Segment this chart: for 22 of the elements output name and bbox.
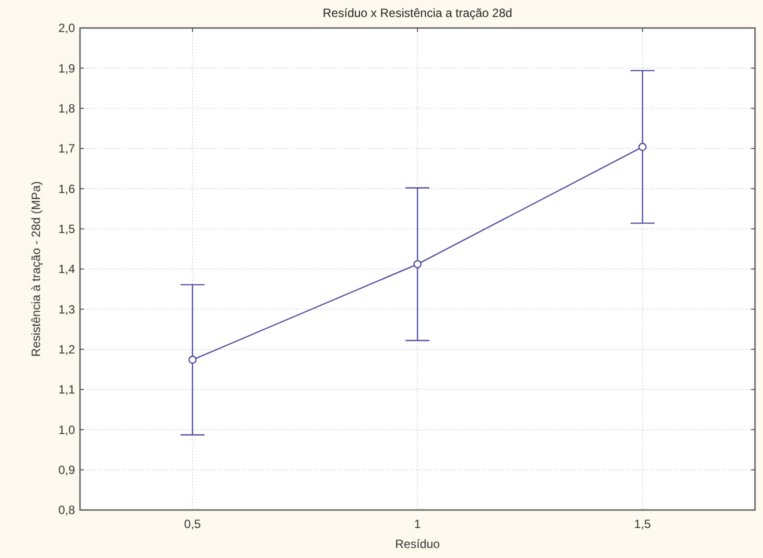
point bbox=[638, 142, 647, 151]
y-tick-label: 1,7 bbox=[58, 142, 76, 156]
x-tick-label: 0,5 bbox=[184, 517, 202, 531]
x-tick-label: 1 bbox=[414, 517, 422, 531]
point bbox=[188, 356, 197, 364]
chart-title: Resíduo x Resistência a tração 28d bbox=[322, 6, 512, 20]
x-tick-label: 1,5 bbox=[634, 517, 652, 531]
x-axis-title: Resíduo bbox=[395, 537, 440, 551]
y-tick-label: 1,0 bbox=[58, 422, 76, 437]
y-tick-label: 0,9 bbox=[58, 463, 76, 478]
y-tick-label: 1,3 bbox=[58, 302, 76, 316]
y-tick-label: 2,0 bbox=[58, 21, 76, 36]
y-axis-title: Resistência à tração - 28d (MPa) bbox=[29, 181, 43, 357]
y-tick-label: 1,5 bbox=[58, 222, 76, 236]
y-tick-label: 1,8 bbox=[58, 102, 76, 116]
y-tick-label: 1,4 bbox=[58, 262, 76, 276]
point bbox=[413, 260, 422, 268]
y-tick-label: 1,9 bbox=[58, 61, 76, 76]
y-tick-label: 0,8 bbox=[58, 503, 76, 518]
y-tick-label: 1,1 bbox=[58, 382, 76, 397]
y-tick-label: 1,2 bbox=[58, 342, 76, 357]
y-tick-label: 1,6 bbox=[58, 182, 76, 196]
